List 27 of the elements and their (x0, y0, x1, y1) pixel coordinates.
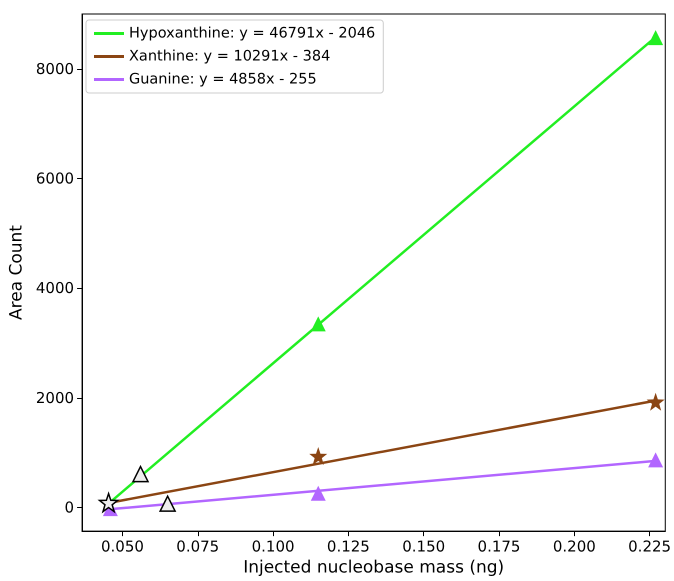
point (98, 492, 118, 512)
legend-label: Xanthine: y = 10291x - 384 (129, 48, 330, 64)
x-axis-title: Injected nucleobase mass (ng) (243, 558, 504, 578)
x-tick-label: 0.225 (628, 538, 672, 556)
y-tick-label: 0 (64, 498, 74, 517)
x-tick-label: 0.125 (326, 538, 370, 556)
legend-label: Guanine: y = 4858x - 255 (129, 72, 317, 88)
point (310, 486, 326, 501)
point (132, 466, 149, 482)
y-tick-label: 2000 (36, 388, 74, 407)
point (648, 452, 664, 468)
y-tick-label: 8000 (36, 60, 74, 78)
y-axis-title: Area Count (6, 224, 26, 320)
point (309, 446, 328, 465)
y-tick-label: 6000 (36, 170, 74, 188)
x-tick-label: 0.100 (252, 538, 295, 556)
point (159, 495, 176, 512)
x-tick-label: 0.175 (478, 538, 520, 556)
point (646, 392, 665, 411)
x-tick-label: 0.200 (552, 538, 596, 556)
x-tick-label: 0.050 (100, 538, 144, 556)
point (310, 316, 326, 332)
x-tick-label: 0.075 (176, 538, 220, 556)
legend-label: Hypoxanthine: y = 46791x - 2046 (129, 26, 376, 42)
point (648, 30, 664, 46)
y-tick-label: 4000 (36, 279, 74, 298)
x-tick-label: 0.150 (402, 538, 446, 556)
